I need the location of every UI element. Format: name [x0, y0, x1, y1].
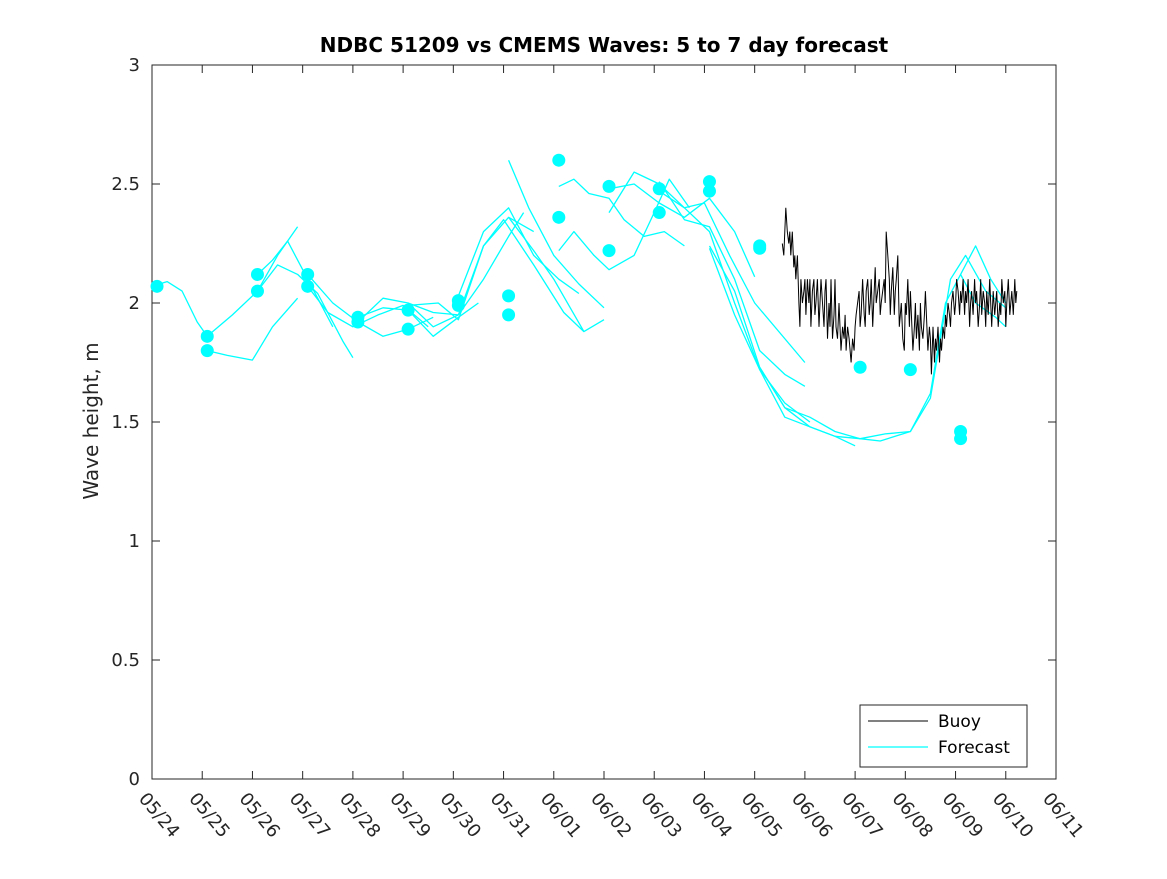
forecast-line	[407, 212, 525, 316]
forecast-init-point	[200, 329, 214, 343]
forecast-init-point	[200, 344, 214, 358]
forecast-line	[508, 159, 605, 309]
forecast-init-point	[652, 182, 666, 196]
forecast-init-point	[552, 153, 566, 167]
forecast-init-point	[401, 303, 415, 317]
legend-buoy-label: Buoy	[938, 712, 981, 732]
forecast-init-point	[652, 206, 666, 220]
forecast-line	[207, 297, 299, 361]
forecast-init-point	[602, 179, 616, 193]
forecast-init-point	[301, 279, 315, 293]
forecast-init-point	[753, 241, 767, 255]
y-axis-label: Wave height, m	[79, 342, 103, 499]
y-tick-label: 1	[129, 531, 140, 552]
forecast-line	[608, 171, 806, 363]
forecast-line	[558, 178, 685, 247]
forecast-line	[759, 254, 1007, 440]
legend-forecast-label: Forecast	[938, 738, 1010, 758]
forecast-line	[357, 302, 479, 337]
forecast-line	[457, 219, 585, 333]
y-tick-label: 2.5	[111, 174, 140, 195]
forecast-line	[408, 216, 535, 321]
buoy-line	[781, 207, 1018, 375]
y-tick-label: 0	[129, 769, 140, 790]
y-tick-label: 3	[129, 55, 140, 76]
forecast-init-point	[502, 308, 516, 322]
forecast-line	[457, 207, 580, 297]
forecast-line	[658, 181, 806, 387]
y-tick-label: 1.5	[111, 412, 140, 433]
forecast-init-point	[853, 360, 867, 374]
forecast-init-point	[451, 298, 465, 312]
forecast-init-point	[903, 363, 917, 377]
legend: Buoy Forecast	[859, 704, 1028, 768]
y-tick-label: 0.5	[111, 650, 140, 671]
forecast-line	[558, 178, 690, 271]
forecast-init-point	[250, 267, 264, 281]
forecast-line	[708, 245, 911, 442]
forecast-line	[608, 183, 756, 278]
forecast-init-point	[301, 267, 315, 281]
forecast-init-point	[401, 322, 415, 336]
forecast-init-point	[502, 289, 516, 303]
legend-box	[859, 704, 1028, 768]
chart-title: NDBC 51209 vs CMEMS Waves: 5 to 7 day fo…	[320, 33, 889, 57]
forecast-init-point	[954, 425, 968, 439]
forecast-init-point	[702, 184, 716, 198]
forecast-line	[658, 190, 811, 423]
forecast-init-point	[150, 279, 164, 293]
forecast-init-point	[552, 210, 566, 224]
y-tick-label: 2	[129, 293, 140, 314]
forecast-line	[508, 216, 605, 333]
forecast-init-point	[250, 284, 264, 298]
forecast-init-point	[602, 244, 616, 258]
forecast-init-point	[702, 175, 716, 189]
forecast-init-point	[351, 315, 365, 329]
